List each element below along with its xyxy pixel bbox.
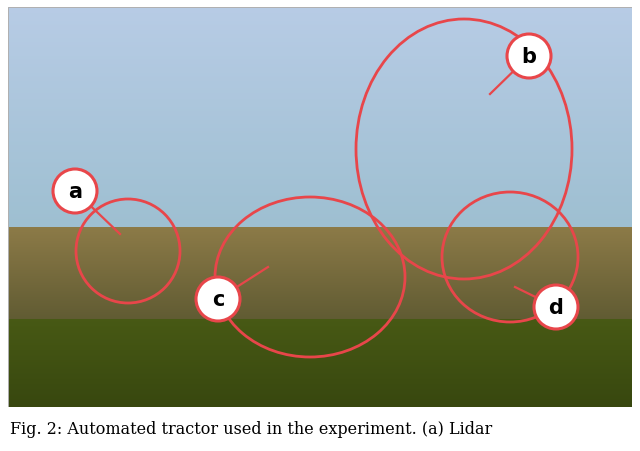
Text: c: c [212, 290, 224, 309]
Text: a: a [68, 182, 82, 202]
Circle shape [196, 277, 240, 321]
Circle shape [507, 35, 551, 79]
Circle shape [534, 285, 578, 329]
Text: Fig. 2: Automated tractor used in the experiment. (a) Lidar: Fig. 2: Automated tractor used in the ex… [10, 420, 493, 437]
Text: d: d [548, 297, 563, 318]
Text: b: b [522, 47, 536, 67]
Circle shape [53, 170, 97, 213]
